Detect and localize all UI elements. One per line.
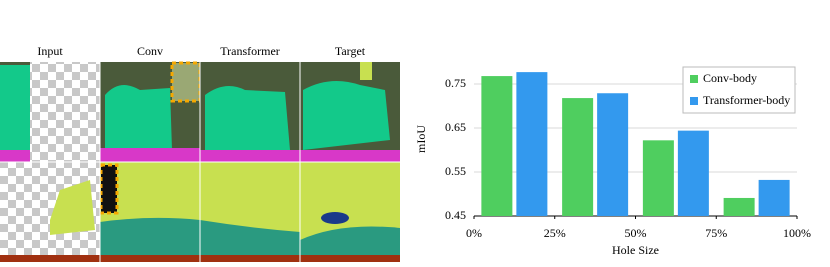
bar [723,197,755,216]
bar [597,93,629,216]
image-region [50,180,95,235]
x-tick-label: 75% [705,226,727,240]
image-region [303,81,390,150]
bar [481,76,513,216]
legend-box [682,66,796,114]
image-region [300,150,400,162]
bar [758,179,790,216]
image-region [200,255,300,262]
image-region [0,150,30,162]
legend-swatch [690,75,698,83]
image-region [100,148,200,162]
image-region [100,255,200,262]
image-region [100,217,200,262]
column-label: Conv [137,44,163,58]
bar [677,130,709,216]
x-tick-label: 50% [625,226,647,240]
image-region [360,62,372,80]
image-region [321,212,349,224]
highlight-box [99,163,119,215]
column-label: Input [37,44,63,58]
bar [562,98,594,216]
bar [642,140,674,216]
y-axis-label: mIoU [414,125,428,153]
x-tick-label: 100% [783,226,811,240]
legend-label: Transformer-body [703,93,790,107]
legend-label: Conv-body [703,71,757,85]
y-tick-label: 0.65 [445,120,466,134]
x-tick-label: 25% [544,226,566,240]
image-region [0,255,100,262]
image-region [200,150,300,162]
image-region [205,86,290,150]
image-region [300,226,400,262]
bar [516,72,548,217]
image-region [300,255,400,262]
mask [30,62,100,162]
image-region [0,65,30,155]
x-tick-label: 0% [466,226,482,240]
column-label: Target [335,44,366,58]
image-panels [0,61,400,262]
x-axis-label: Hole Size [612,243,659,257]
legend-swatch [690,97,698,105]
column-label: Transformer [220,44,280,58]
y-tick-label: 0.55 [445,164,466,178]
image-region [105,85,172,150]
image-region [200,220,300,262]
highlight-box [170,61,202,103]
y-tick-label: 0.45 [445,208,466,222]
y-tick-label: 0.75 [445,76,466,90]
